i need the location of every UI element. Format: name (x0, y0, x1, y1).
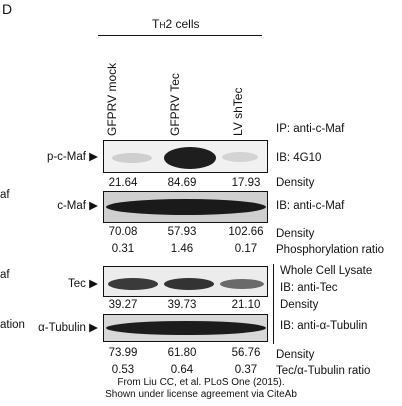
pcmaf-density-2: 84.69 (167, 177, 197, 189)
cut-label-1: af (0, 189, 10, 201)
pcmaf-ib-label: IB: 4G10 (276, 152, 322, 164)
tubulin-row-label: α-Tubulin ▶ (38, 322, 98, 334)
cut-label-3: ation (0, 319, 25, 331)
caption-line-2: Shown under license agreement via CiteAb (105, 389, 297, 400)
lane-label-shtec: LV shTec (231, 87, 245, 136)
tubulin-density-label: Density (276, 349, 315, 361)
cmaf-density-label: Density (276, 228, 315, 240)
tec-ib-label: IB: anti-Tec (280, 282, 338, 294)
tec-band-1 (108, 278, 158, 290)
cmaf-blot (103, 191, 268, 223)
tec-tubulin-ratio-1: 0.53 (111, 364, 135, 376)
pcmaf-blot (103, 140, 268, 173)
tec-tubulin-ratio-label: Tec/α-Tubulin ratio (276, 365, 371, 377)
pcmaf-density-1: 21.64 (108, 177, 138, 189)
cut-label-2: af (0, 269, 10, 281)
tec-band-2 (164, 278, 214, 290)
cmaf-ib-label: IB: anti-c-Maf (276, 200, 345, 212)
cmaf-density-2: 57.93 (167, 226, 197, 238)
cmaf-density-1: 70.08 (108, 226, 138, 238)
lane-label-tec: GFPRV Tec (168, 73, 182, 136)
tec-blot (103, 266, 268, 297)
tubulin-density-3: 56.76 (231, 347, 261, 359)
phospho-ratio-3: 0.17 (234, 243, 258, 255)
ip-label: IP: anti-c-Maf (276, 123, 345, 135)
tubulin-density-2: 61.80 (167, 347, 197, 359)
pcmaf-band-3 (222, 152, 258, 162)
phospho-ratio-label: Phosphorylation ratio (276, 244, 385, 256)
cmaf-row-label: c-Maf ▶ (57, 200, 98, 212)
caption-line-1: From Liu CC, et al. PLoS One (2015). (117, 377, 285, 388)
tec-density-label: Density (280, 299, 319, 311)
cmaf-band (106, 199, 266, 215)
pcmaf-row-label: p-c-Maf ▶ (46, 151, 98, 163)
header-title: TH2 cells (152, 17, 200, 31)
lane-label-mock: GFPRV mock (105, 62, 119, 136)
tubulin-density-1: 73.99 (108, 347, 138, 359)
lysate-bracket (273, 264, 274, 344)
pcmaf-band-2 (164, 147, 216, 169)
tubulin-ib-label: IB: anti-α-Tubulin (280, 320, 368, 332)
tec-density-1: 39.27 (108, 299, 138, 311)
tec-density-2: 39.73 (167, 299, 197, 311)
pcmaf-band-1 (112, 153, 152, 163)
tec-band-3 (220, 279, 264, 289)
tec-tubulin-ratio-2: 0.64 (170, 364, 194, 376)
tec-density-3: 21.10 (231, 299, 261, 311)
panel-letter: D (2, 1, 13, 17)
tec-tubulin-ratio-3: 0.37 (234, 364, 258, 376)
phospho-ratio-2: 1.46 (170, 243, 194, 255)
pcmaf-density-3: 17.93 (231, 177, 261, 189)
pcmaf-density-label: Density (276, 177, 315, 189)
cmaf-density-3: 102.66 (228, 226, 264, 238)
tubulin-band (106, 321, 266, 335)
tec-row-label: Tec ▶ (68, 278, 98, 290)
lysate-label: Whole Cell Lysate (280, 265, 373, 277)
phospho-ratio-1: 0.31 (111, 243, 135, 255)
header-line (98, 35, 262, 36)
tubulin-blot (103, 314, 268, 342)
